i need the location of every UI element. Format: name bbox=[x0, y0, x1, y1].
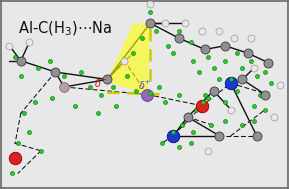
Polygon shape bbox=[107, 23, 150, 94]
Text: $\delta^{-}$: $\delta^{-}$ bbox=[95, 77, 108, 89]
Text: Al-C(H$_3$)⋯Na: Al-C(H$_3$)⋯Na bbox=[18, 19, 112, 38]
Text: $\delta^{+}$: $\delta^{+}$ bbox=[138, 79, 151, 92]
